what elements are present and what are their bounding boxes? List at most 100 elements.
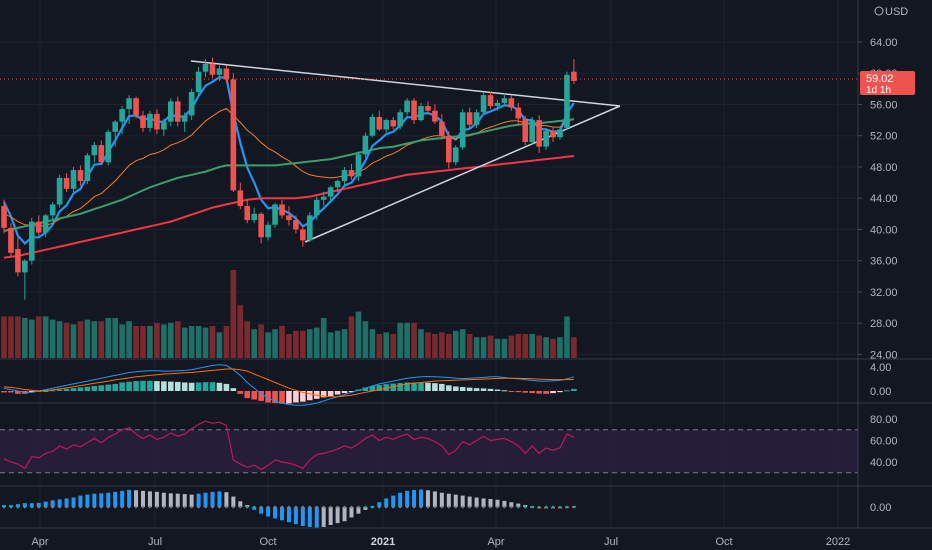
- macd-histogram-bar: [293, 391, 299, 403]
- candle-body: [147, 113, 153, 128]
- macd-histogram-bar: [154, 381, 160, 391]
- oscillator-bar: [439, 492, 444, 507]
- candle-body: [168, 101, 174, 122]
- volume-bar: [1, 316, 7, 358]
- candle-body: [70, 170, 77, 189]
- oscillator-dot: [218, 505, 221, 509]
- candle-body: [174, 101, 181, 122]
- sma_green-line: [3, 118, 575, 232]
- oscillator-dot: [204, 505, 207, 509]
- candle-body: [341, 170, 348, 182]
- oscillator-bar: [252, 507, 257, 510]
- candle-body: [258, 213, 264, 238]
- oscillator-dot: [141, 505, 145, 509]
- macd-histogram-bar: [557, 391, 563, 393]
- macd-histogram-bar: [286, 391, 292, 404]
- oscillator-bar: [78, 495, 83, 507]
- candle-body: [355, 154, 362, 177]
- candle-body: [508, 98, 515, 108]
- oscillator-bar: [280, 507, 284, 521]
- macd-histogram-bar: [459, 387, 466, 391]
- macd-histogram-bar: [98, 385, 105, 391]
- oscillator-dot: [558, 505, 562, 509]
- oscillator-bar: [210, 491, 215, 507]
- candle-body: [49, 204, 56, 216]
- oscillator-bar: [314, 507, 319, 528]
- oscillator-dot: [211, 505, 214, 509]
- last-price-countdown: 1d 1h: [866, 85, 891, 96]
- volume-bar: [341, 329, 348, 358]
- oscillator-bar: [335, 507, 340, 524]
- oscillator-dot: [266, 505, 270, 509]
- price-tick-label: 36.00: [870, 256, 898, 268]
- currency-selector[interactable]: USD: [872, 4, 912, 19]
- oscillator-dot: [343, 505, 346, 509]
- candle-body: [446, 135, 452, 163]
- macd-histogram-bar: [168, 381, 174, 391]
- volume-bar: [313, 327, 320, 358]
- volume-bar: [369, 329, 376, 358]
- candle-body: [348, 170, 355, 177]
- oscillator-dot: [155, 505, 159, 509]
- oscillator-dot: [357, 505, 360, 509]
- volume-bar: [63, 322, 70, 358]
- oscillator-dot: [287, 505, 291, 509]
- oscillator-bar: [141, 490, 145, 507]
- candle-body: [133, 98, 139, 116]
- volume-bar: [168, 322, 174, 358]
- oscillator-bar: [502, 500, 507, 507]
- oscillator-bar: [286, 507, 291, 523]
- volume-bar: [251, 329, 257, 358]
- macd-histogram-bar: [432, 383, 438, 391]
- candle-body: [383, 120, 390, 130]
- oscillator-bar: [154, 491, 159, 507]
- volume-bar: [459, 329, 466, 358]
- candle-body: [411, 100, 417, 121]
- volume-bar: [15, 316, 21, 358]
- upper-trendline: [190, 60, 621, 107]
- volume-bar: [84, 319, 91, 358]
- macd-histogram-bar: [244, 391, 251, 399]
- oscillator-dot: [468, 505, 471, 509]
- macd-histogram-bar: [487, 388, 494, 391]
- candle-body: [15, 248, 21, 273]
- volume-bar: [508, 335, 515, 358]
- oscillator-bar: [217, 491, 222, 507]
- oscillator-bar: [349, 507, 354, 518]
- macd-histogram-bar: [418, 382, 424, 391]
- macd-histogram-bar: [202, 382, 209, 391]
- oscillator-dot: [37, 505, 41, 509]
- time-tick-label: Jul: [148, 536, 162, 548]
- oscillator-bar: [300, 507, 305, 526]
- macd-histogram-bar: [140, 380, 146, 391]
- candle-body: [501, 98, 508, 103]
- macd-histogram-bar: [411, 382, 417, 391]
- volume-bar: [307, 329, 313, 358]
- volume-bar: [293, 330, 299, 358]
- oscillator-dot: [301, 505, 305, 509]
- oscillator-dot: [315, 505, 319, 509]
- oscillator-bar: [356, 507, 361, 514]
- oscillator-dot: [9, 505, 13, 509]
- oscillator-bar: [446, 493, 451, 507]
- oscillator-dot: [225, 505, 228, 509]
- volume-bar: [362, 321, 369, 358]
- candle-body: [564, 74, 570, 128]
- candle-body: [362, 135, 369, 155]
- candle-body: [390, 120, 396, 127]
- price-axis: 64.00 60.00 56.00 52.00 48.00 44.00 40.00 36.00…: [0, 0, 932, 529]
- price-tick-label: 32.00: [870, 287, 898, 299]
- macd-histogram-bar: [112, 383, 118, 391]
- time-axis: Apr Jul Oct 2021 Apr Jul Oct 2022: [31, 536, 850, 548]
- oscillator-bar: [460, 495, 465, 507]
- volume-bar: [543, 337, 549, 358]
- macd-histogram-bar: [473, 388, 480, 391]
- volume-bar: [147, 326, 153, 358]
- oscillator-bar: [106, 492, 111, 507]
- volume-bar: [119, 324, 125, 358]
- candle-body: [29, 221, 35, 261]
- oscillator-dot: [72, 505, 75, 509]
- candle-body: [230, 79, 237, 191]
- oscillator-bar: [57, 499, 62, 507]
